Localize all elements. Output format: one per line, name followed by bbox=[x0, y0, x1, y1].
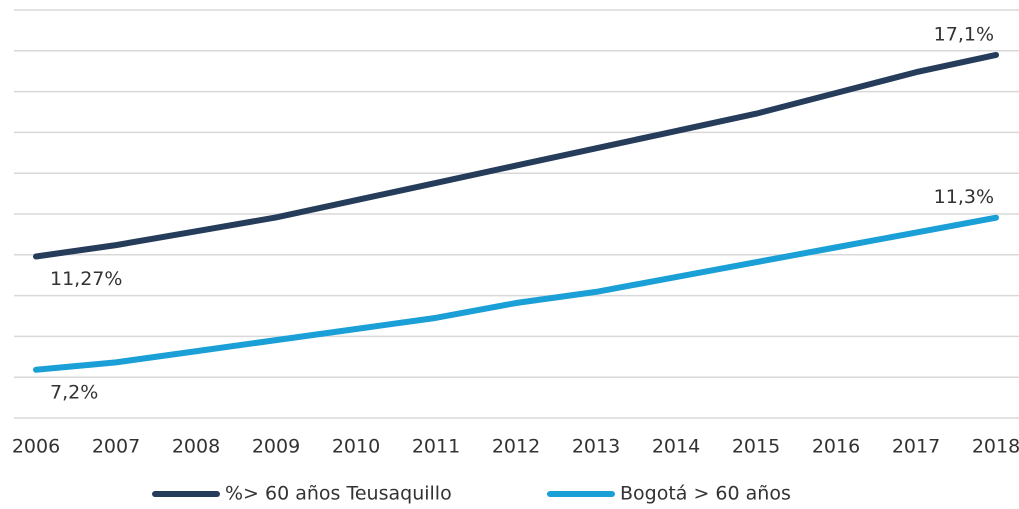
series-line bbox=[33, 51, 999, 260]
x-tick-label: 2006 bbox=[12, 436, 60, 458]
data-label: 11,27% bbox=[50, 268, 122, 290]
legend-label: Bogotá > 60 años bbox=[620, 483, 791, 505]
legend-label: %> 60 años Teusaquillo bbox=[225, 483, 452, 505]
x-tick-label: 2009 bbox=[252, 436, 300, 458]
x-tick-label: 2012 bbox=[492, 436, 540, 458]
x-tick-label: 2011 bbox=[412, 436, 460, 458]
series-line bbox=[33, 214, 999, 373]
x-tick-label: 2017 bbox=[892, 436, 940, 458]
x-tick-label: 2016 bbox=[812, 436, 860, 458]
x-tick-label: 2010 bbox=[332, 436, 380, 458]
data-label: 11,3% bbox=[934, 186, 994, 208]
x-tick-label: 2018 bbox=[972, 436, 1019, 458]
x-tick-label: 2008 bbox=[172, 436, 220, 458]
data-label: 17,1% bbox=[934, 23, 994, 45]
x-tick-label: 2007 bbox=[92, 436, 140, 458]
x-tick-label: 2015 bbox=[732, 436, 780, 458]
data-label: 7,2% bbox=[50, 381, 98, 403]
x-tick-label: 2014 bbox=[652, 436, 700, 458]
x-tick-label: 2013 bbox=[572, 436, 620, 458]
